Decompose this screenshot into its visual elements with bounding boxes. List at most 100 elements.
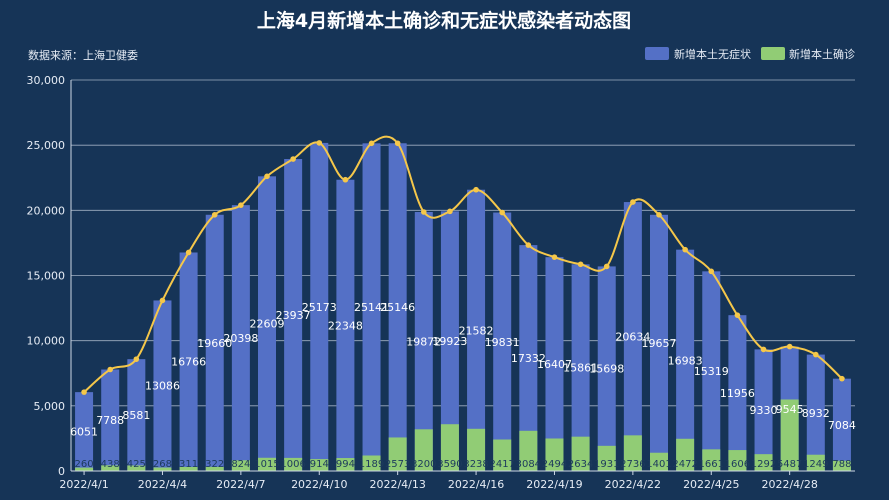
bar-asymptomatic[interactable]	[205, 214, 224, 472]
bar-confirmed[interactable]	[179, 466, 198, 471]
trend-point[interactable]	[342, 176, 349, 183]
bar-asymptomatic[interactable]	[545, 257, 564, 471]
bar-asymptomatic[interactable]	[440, 211, 459, 471]
bar-asymptomatic[interactable]	[362, 143, 381, 471]
bar-asymptomatic[interactable]	[650, 214, 668, 471]
trend-point[interactable]	[473, 186, 479, 193]
bar-asymptomatic[interactable]	[832, 378, 851, 471]
bar-confirmed[interactable]	[153, 467, 172, 471]
trend-point[interactable]	[133, 356, 140, 362]
bar-asymptomatic[interactable]	[153, 300, 172, 471]
trend-point[interactable]	[107, 366, 113, 373]
bar-confirmed[interactable]	[519, 430, 538, 471]
x-tick-label: 2022/4/4	[138, 478, 187, 491]
bar-confirmed[interactable]	[571, 436, 590, 471]
trend-point[interactable]	[394, 140, 401, 147]
bar-value-label: 15698	[589, 363, 624, 376]
bar-confirmed[interactable]	[205, 466, 224, 471]
bar-asymptomatic[interactable]	[284, 159, 303, 471]
trend-point[interactable]	[525, 242, 532, 248]
bar-confirmed[interactable]	[623, 435, 642, 471]
bar-asymptomatic[interactable]	[75, 392, 94, 471]
bar-confirmed[interactable]	[467, 428, 486, 471]
bar-confirmed[interactable]	[832, 460, 851, 471]
bar-confirmed[interactable]	[388, 437, 407, 471]
trend-point[interactable]	[421, 209, 427, 215]
trend-point[interactable]	[159, 297, 166, 304]
bar-asymptomatic[interactable]	[231, 205, 250, 472]
trend-point[interactable]	[813, 351, 819, 358]
bar-confirmed[interactable]	[127, 465, 146, 471]
bar-asymptomatic[interactable]	[597, 266, 616, 471]
x-tick-label: 2022/4/7	[216, 478, 265, 491]
trend-point[interactable]	[786, 343, 793, 350]
bar-asymptomatic[interactable]	[728, 315, 747, 471]
trend-point[interactable]	[708, 268, 715, 275]
bar-asymptomatic[interactable]	[493, 212, 512, 472]
trend-point[interactable]	[368, 140, 375, 147]
legend[interactable]: 新增本土无症状 新增本土确诊	[645, 47, 855, 61]
bar-confirmed[interactable]	[728, 450, 747, 471]
bar-asymptomatic[interactable]	[754, 349, 773, 471]
bar-value-label: 13086	[145, 380, 180, 393]
bar-confirmed[interactable]	[597, 445, 616, 471]
bar-confirmed[interactable]	[545, 438, 564, 471]
bar-confirmed[interactable]	[780, 399, 799, 471]
bar-asymptomatic[interactable]	[179, 252, 198, 471]
confirmed-value-label: 1249	[803, 459, 828, 470]
trend-point[interactable]	[577, 261, 584, 268]
trend-point[interactable]	[238, 202, 244, 208]
bar-asymptomatic[interactable]	[623, 202, 642, 472]
trend-point[interactable]	[551, 254, 558, 260]
trend-point[interactable]	[734, 312, 741, 318]
trend-point[interactable]	[682, 246, 688, 253]
bar-asymptomatic[interactable]	[101, 369, 120, 471]
bar-confirmed[interactable]	[754, 454, 773, 471]
bar-confirmed[interactable]	[310, 459, 329, 471]
bar-confirmed[interactable]	[806, 454, 825, 471]
bar-confirmed[interactable]	[414, 429, 433, 471]
bar-confirmed[interactable]	[75, 467, 94, 471]
bar-asymptomatic[interactable]	[127, 359, 146, 471]
trend-point[interactable]	[290, 156, 296, 162]
trend-point[interactable]	[264, 173, 270, 180]
trend-point[interactable]	[316, 140, 323, 146]
bar-confirmed[interactable]	[493, 439, 512, 471]
trend-point[interactable]	[839, 375, 845, 382]
y-tick-label: 5,000	[34, 400, 66, 413]
trend-point[interactable]	[499, 209, 506, 216]
bar-confirmed[interactable]	[284, 457, 303, 471]
bar-confirmed[interactable]	[258, 457, 276, 471]
bar-confirmed[interactable]	[101, 465, 120, 471]
bar-value-label: 21582	[459, 324, 494, 337]
trend-point[interactable]	[603, 263, 610, 270]
bar-confirmed[interactable]	[440, 424, 459, 471]
trend-point[interactable]	[630, 199, 636, 205]
bar-asymptomatic[interactable]	[571, 264, 590, 471]
bar-asymptomatic[interactable]	[676, 249, 695, 471]
bar-confirmed[interactable]	[362, 455, 381, 471]
bar-confirmed[interactable]	[336, 458, 355, 471]
bar-asymptomatic[interactable]	[806, 354, 825, 471]
trend-point[interactable]	[656, 212, 662, 218]
y-tick-label: 15,000	[27, 270, 66, 283]
bar-asymptomatic[interactable]	[310, 142, 329, 471]
x-tick-label: 2022/4/22	[605, 478, 661, 491]
bar-confirmed[interactable]	[650, 452, 668, 471]
trend-point[interactable]	[185, 249, 192, 256]
bar-confirmed[interactable]	[231, 460, 250, 471]
bar-asymptomatic[interactable]	[702, 271, 721, 471]
bar-asymptomatic[interactable]	[388, 143, 407, 471]
bar-asymptomatic[interactable]	[336, 179, 355, 471]
bar-value-label: 15319	[694, 365, 729, 378]
bar-confirmed[interactable]	[676, 438, 695, 471]
bar-asymptomatic[interactable]	[414, 212, 433, 472]
bar-asymptomatic[interactable]	[519, 245, 538, 471]
trend-point[interactable]	[211, 211, 218, 218]
trend-point[interactable]	[447, 208, 453, 215]
bar-asymptomatic[interactable]	[258, 176, 276, 472]
bar-confirmed[interactable]	[702, 449, 721, 471]
trend-point[interactable]	[81, 389, 87, 395]
bar-asymptomatic[interactable]	[467, 189, 486, 471]
trend-point[interactable]	[760, 346, 767, 353]
